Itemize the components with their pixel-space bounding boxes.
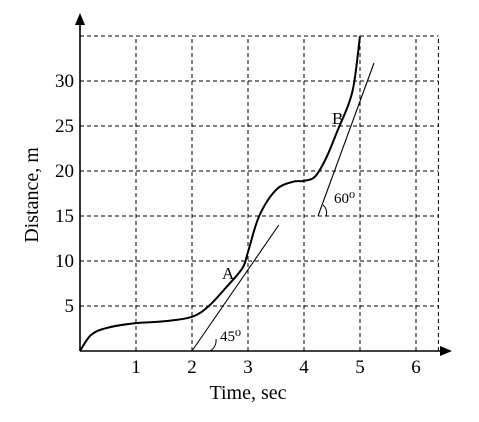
y-tick-label: 30 — [55, 71, 74, 92]
tangent-line-b — [317, 62, 375, 217]
point-a-label: A — [222, 264, 235, 283]
tangent-b-annotation: B 60⁰ — [322, 109, 355, 217]
angle-45-arc-icon — [209, 338, 217, 352]
x-axis — [80, 346, 452, 356]
angle-60-arc-icon — [322, 204, 328, 217]
y-tick-label: 25 — [55, 116, 74, 137]
vertical-grid-lines — [135, 36, 439, 351]
distance-curve — [79, 35, 361, 352]
x-tick-label: 5 — [355, 357, 365, 378]
x-tick-label: 1 — [131, 357, 141, 378]
angle-60-label: 60⁰ — [334, 191, 355, 207]
x-tick-label: 2 — [187, 357, 197, 378]
tangent-lines — [191, 62, 375, 352]
point-b-label: B — [332, 109, 343, 128]
tangent-line-a — [191, 224, 280, 352]
y-tick-label: 20 — [55, 161, 74, 182]
y-axis — [75, 13, 85, 351]
horizontal-grid-lines — [80, 35, 439, 307]
x-tick-label: 3 — [243, 357, 253, 378]
tangent-a-annotation: A 45⁰ — [209, 264, 241, 352]
y-axis-title: Distance, m — [21, 147, 43, 243]
y-tick-label: 5 — [65, 296, 75, 317]
angle-45-label: 45⁰ — [220, 329, 241, 345]
x-axis-arrow-icon — [440, 346, 452, 356]
y-tick-label: 15 — [55, 206, 74, 227]
y-axis-arrow-icon — [75, 13, 85, 25]
y-tick-label: 10 — [55, 251, 74, 272]
x-tick-label: 6 — [411, 357, 421, 378]
x-axis-title: Time, sec — [209, 382, 286, 404]
y-tick-labels: 5 10 15 20 25 30 — [55, 71, 74, 317]
x-tick-label: 4 — [299, 357, 309, 378]
x-tick-labels: 1 2 3 4 5 6 — [131, 357, 421, 378]
